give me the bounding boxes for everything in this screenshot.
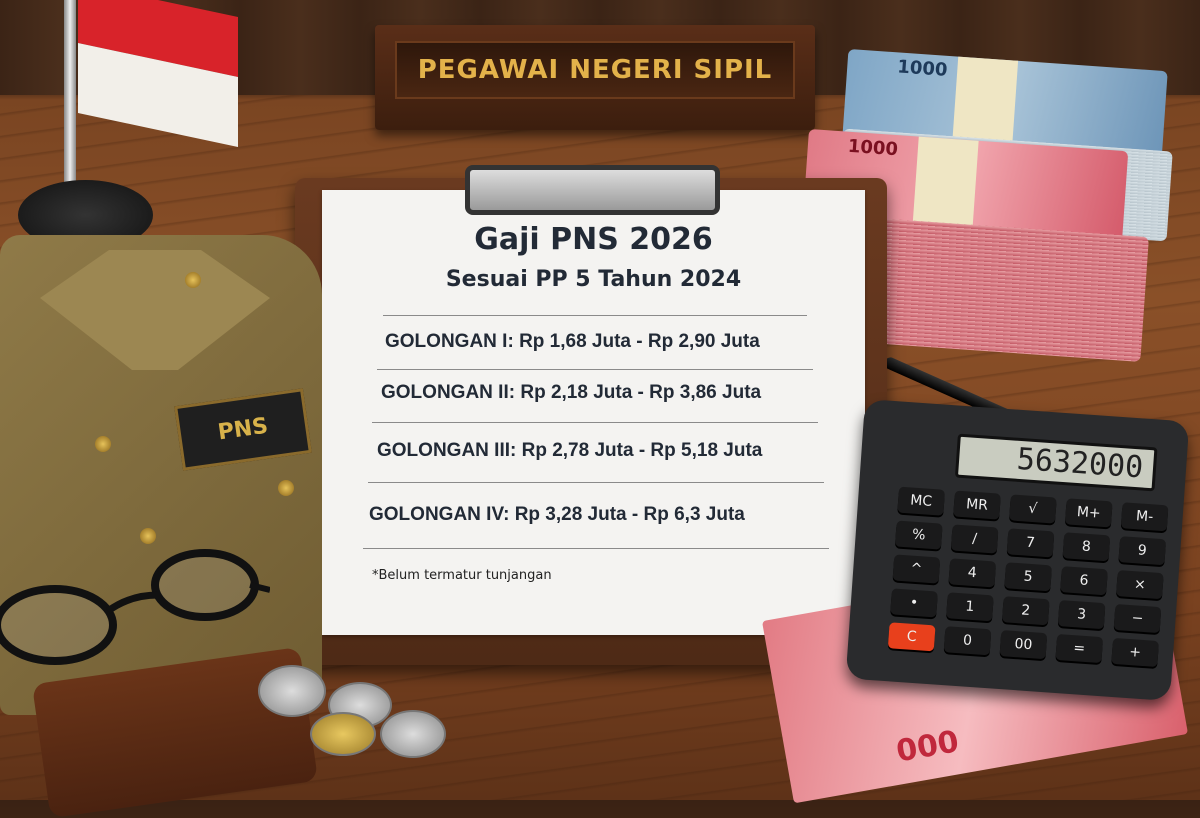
grade-label: GOLONGAN II:: [381, 382, 516, 403]
banknote-label: 000: [893, 724, 962, 770]
calculator-key[interactable]: /: [950, 524, 999, 554]
calculator-key[interactable]: ×: [1116, 570, 1164, 600]
salary-sheet: [322, 190, 865, 635]
calculator-key[interactable]: M+: [1064, 498, 1113, 528]
divider: [368, 482, 824, 483]
calculator-keypad: MC MR √ M+ M-%/7 8 9 ^ 4 5 6 × • 1 2 3− C 0 00 = +: [887, 486, 1169, 668]
calculator-key[interactable]: MR: [953, 490, 1001, 520]
calculator-key[interactable]: 2: [1001, 596, 1050, 626]
calculator-key[interactable]: 8: [1062, 532, 1111, 562]
grade-range: Rp 1,68 Juta - Rp 2,90 Juta: [519, 331, 760, 352]
flag-pole: [64, 0, 76, 200]
grade-label: GOLONGAN IV:: [369, 504, 510, 525]
button-icon: [95, 436, 111, 452]
calculator-clear-key[interactable]: C: [887, 622, 936, 652]
calculator-key[interactable]: M-: [1120, 502, 1169, 532]
coin: [310, 712, 376, 756]
calculator-key[interactable]: 6: [1060, 566, 1108, 596]
calculator-key[interactable]: 1: [946, 592, 994, 622]
button-icon: [185, 272, 201, 288]
banknote-label: 1000: [896, 56, 949, 81]
calculator: 5632000 MC MR √ M+ M-%/7 8 9 ^ 4 5 6 × • 1 2 3− C 0 00 = +: [845, 399, 1190, 701]
button-icon: [140, 528, 156, 544]
calculator-key[interactable]: ^: [892, 554, 941, 584]
divider: [363, 548, 829, 549]
calculator-key[interactable]: 0: [943, 626, 992, 656]
grade-label: GOLONGAN I:: [385, 331, 514, 352]
badge-text: PNS: [216, 413, 270, 446]
calculator-key[interactable]: +: [1111, 637, 1159, 668]
sheet-subtitle: Sesuai PP 5 Tahun 2024: [445, 267, 742, 292]
divider: [383, 315, 807, 316]
calculator-key[interactable]: √: [1009, 494, 1057, 524]
footnote: *Belum termatur tunjangan: [372, 568, 552, 583]
grade-label: GOLONGAN III:: [377, 440, 517, 461]
calculator-key[interactable]: −: [1113, 603, 1162, 634]
grade-row-4: GOLONGAN IV: Rp 3,28 Juta - Rp 6,3 Juta: [369, 504, 745, 526]
coin: [380, 710, 446, 758]
grade-row-3: GOLONGAN III: Rp 2,78 Juta - Rp 5,18 Jut…: [377, 440, 762, 462]
banknote-label: 1000: [847, 135, 899, 161]
calculator-key[interactable]: =: [1055, 633, 1104, 664]
calculator-key[interactable]: 9: [1118, 536, 1167, 566]
calculator-key[interactable]: 5: [1004, 562, 1053, 592]
clipboard-clip: [465, 165, 720, 215]
desk-nameplate: PEGAWAI NEGERI SIPIL: [375, 25, 815, 130]
calculator-key[interactable]: 00: [999, 630, 1048, 660]
grade-row-1: GOLONGAN I: Rp 1,68 Juta - Rp 2,90 Juta: [385, 331, 760, 353]
calculator-key[interactable]: MC: [897, 486, 946, 516]
coin: [258, 665, 326, 717]
button-icon: [278, 480, 294, 496]
calculator-key[interactable]: %: [894, 520, 943, 550]
nameplate-text: PEGAWAI NEGERI SIPIL: [417, 55, 773, 85]
divider: [372, 422, 818, 423]
calculator-display: 5632000: [954, 433, 1158, 492]
grade-range: Rp 3,28 Juta - Rp 6,3 Juta: [514, 504, 745, 525]
eyeglasses: [0, 549, 270, 665]
calculator-key[interactable]: •: [890, 588, 938, 618]
grade-range: Rp 2,78 Juta - Rp 5,18 Juta: [521, 440, 763, 461]
calculator-key[interactable]: 7: [1006, 528, 1055, 558]
calculator-key[interactable]: 4: [948, 558, 997, 588]
sheet-title: Gaji PNS 2026: [474, 222, 713, 257]
grade-range: Rp 2,18 Juta - Rp 3,86 Juta: [520, 382, 762, 403]
grade-row-2: GOLONGAN II: Rp 2,18 Juta - Rp 3,86 Juta: [381, 382, 761, 404]
divider: [377, 369, 813, 370]
calculator-key[interactable]: 3: [1057, 600, 1106, 630]
